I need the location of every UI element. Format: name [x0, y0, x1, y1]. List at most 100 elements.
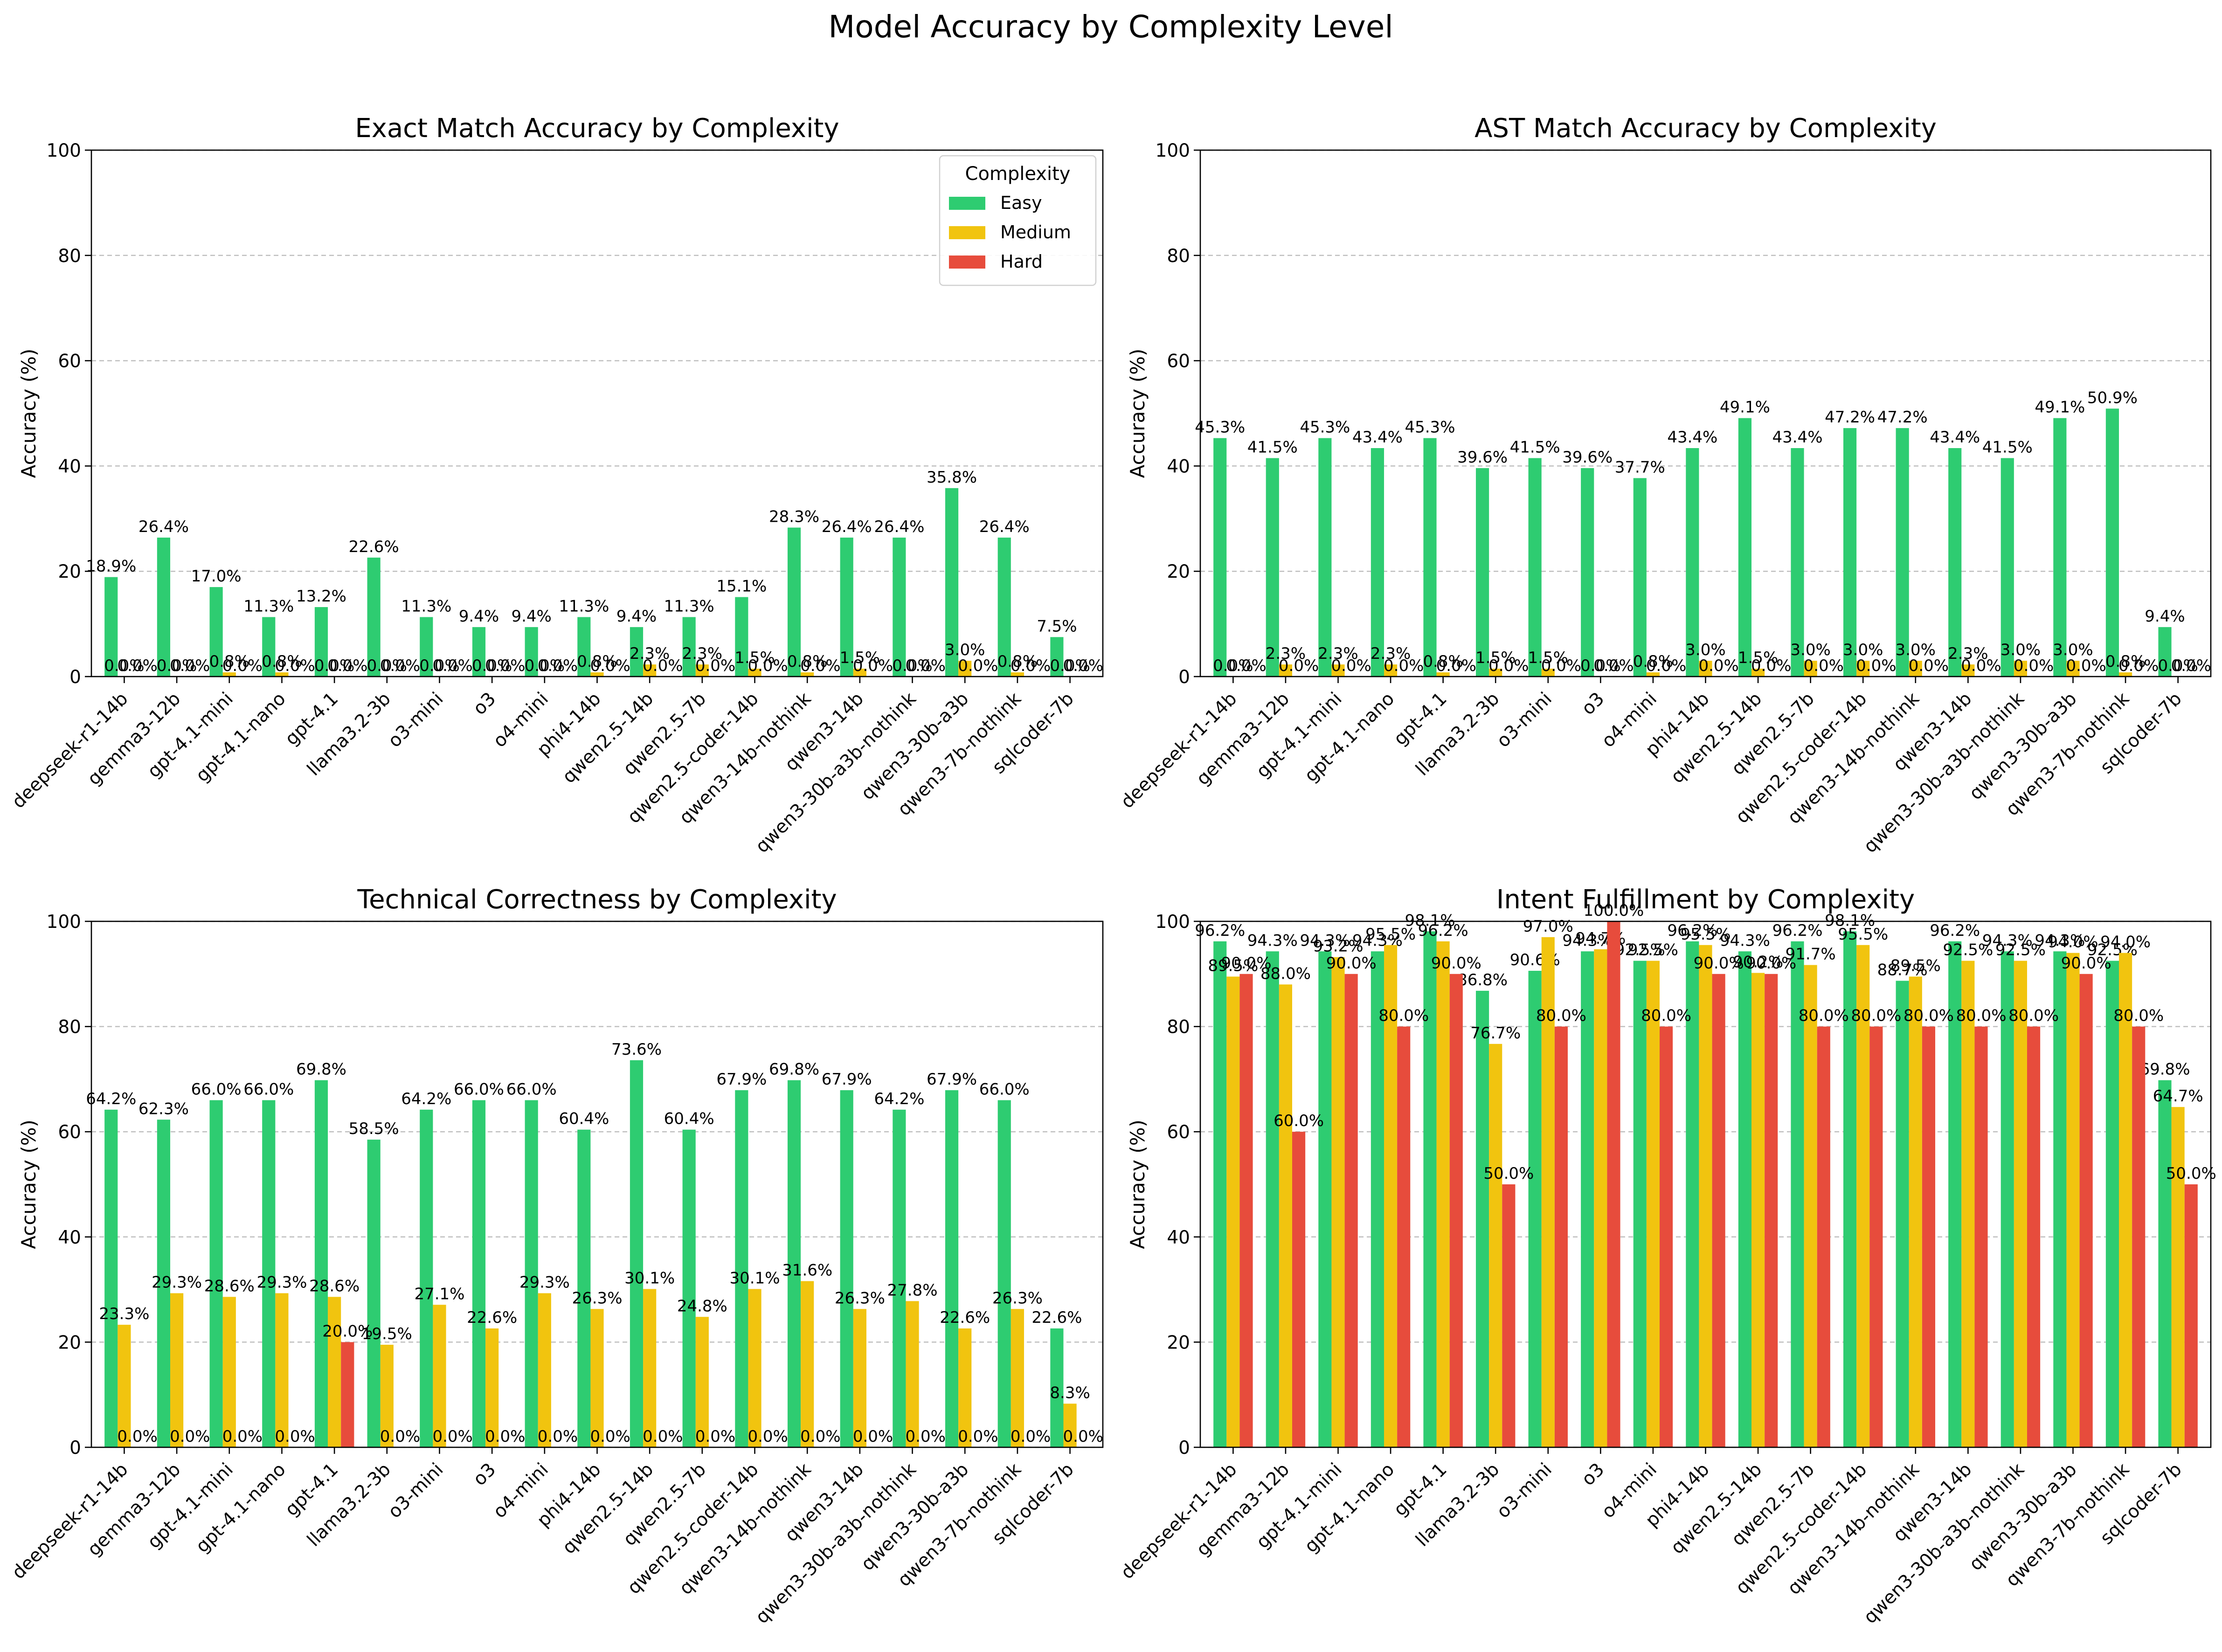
data-label: 0.8%	[2105, 652, 2146, 671]
data-label: 27.1%	[414, 1285, 464, 1303]
data-label: 50.0%	[2166, 1164, 2216, 1183]
data-label: 7.5%	[1037, 617, 1077, 636]
bar-easy	[1213, 438, 1227, 677]
y-tick-label: 80	[1167, 246, 1190, 267]
y-tick-label: 60	[58, 1122, 81, 1143]
data-label: 26.4%	[874, 518, 924, 536]
bar-easy	[735, 1090, 748, 1447]
bar-easy	[367, 1140, 381, 1447]
data-label: 0.0%	[525, 657, 565, 675]
bar-easy	[893, 537, 906, 677]
bar-medium	[1063, 1403, 1077, 1447]
bar-easy	[1050, 1328, 1064, 1447]
data-label: 22.6%	[940, 1308, 990, 1327]
data-label: 0.0%	[432, 657, 472, 675]
data-label: 90.0%	[1431, 954, 1481, 973]
data-label: 22.6%	[1031, 1308, 1082, 1327]
data-label: 26.3%	[835, 1289, 885, 1307]
data-label: 0.0%	[538, 1427, 578, 1446]
data-label: 0.0%	[643, 657, 683, 675]
data-label: 0.0%	[1593, 657, 1634, 675]
data-label: 66.0%	[191, 1080, 242, 1099]
data-label: 0.0%	[748, 657, 788, 675]
data-label: 0.0%	[958, 1427, 998, 1446]
data-label: 30.1%	[730, 1269, 780, 1287]
bar-easy	[2158, 627, 2172, 677]
data-label: 11.3%	[243, 597, 294, 615]
bar-easy	[1896, 981, 1909, 1447]
data-label: 64.7%	[2153, 1087, 2203, 1106]
data-label: 0.0%	[590, 657, 630, 675]
data-label: 29.3%	[256, 1273, 307, 1292]
data-label: 94.3%	[2035, 931, 2085, 950]
data-label: 66.0%	[243, 1080, 294, 1099]
data-label: 0.0%	[853, 1427, 893, 1446]
data-label: 80.0%	[1851, 1007, 1901, 1025]
y-tick-label: 100	[47, 912, 81, 933]
y-tick-label: 0	[69, 1438, 81, 1458]
bar-medium	[2014, 961, 2027, 1447]
data-label: 0.0%	[958, 657, 998, 675]
data-label: 0.8%	[997, 652, 1038, 671]
bar-easy	[2053, 951, 2067, 1447]
bar-medium	[1804, 661, 1817, 677]
data-label: 88.7%	[1877, 961, 1928, 979]
bar-medium	[1011, 672, 1024, 677]
data-label: 94.3%	[1247, 931, 1298, 950]
bar-easy	[787, 1080, 801, 1447]
data-label: 88.0%	[1260, 964, 1311, 983]
bar-easy	[1318, 951, 1332, 1447]
data-label: 0.0%	[380, 657, 420, 675]
legend-label-medium: Medium	[1000, 222, 1071, 242]
data-label: 22.6%	[349, 538, 399, 556]
bar-easy	[577, 1129, 591, 1447]
data-label: 17.0%	[191, 567, 242, 586]
data-label: 0.0%	[117, 657, 157, 675]
data-label: 0.8%	[577, 652, 617, 671]
bar-medium	[275, 672, 289, 677]
data-label: 0.0%	[1909, 657, 1949, 675]
data-label: 0.0%	[275, 1427, 315, 1446]
bar-easy	[1266, 951, 1279, 1447]
data-label: 3.0%	[1685, 641, 1725, 659]
bar-hard	[1397, 1026, 1411, 1447]
bar-easy	[157, 1120, 171, 1447]
bar-easy	[1423, 931, 1437, 1447]
data-label: 0.0%	[157, 657, 197, 675]
bar-easy	[997, 1100, 1011, 1447]
data-label: 73.6%	[611, 1040, 662, 1059]
bar-easy	[577, 617, 591, 677]
data-label: 3.0%	[1896, 641, 1936, 659]
bar-medium	[1699, 945, 1712, 1447]
bar-easy	[1476, 990, 1489, 1447]
y-tick-label: 60	[58, 351, 81, 372]
data-label: 94.3%	[1300, 931, 1350, 950]
bar-easy	[787, 527, 801, 677]
bar-easy	[1843, 428, 1857, 677]
bar-easy	[525, 1100, 538, 1447]
bar-easy	[1581, 468, 1594, 677]
data-label: 45.3%	[1195, 418, 1245, 437]
y-tick-label: 100	[1156, 912, 1190, 933]
bar-easy	[472, 1100, 486, 1447]
data-label: 29.3%	[519, 1273, 570, 1292]
bar-medium	[2171, 1107, 2185, 1447]
bar-medium	[748, 1289, 761, 1447]
data-label: 66.0%	[506, 1080, 557, 1099]
bar-easy	[314, 607, 328, 677]
data-label: 43.4%	[1772, 428, 1822, 447]
data-label: 26.3%	[992, 1289, 1043, 1307]
bar-medium	[485, 1328, 499, 1447]
data-label: 80.0%	[2113, 1007, 2164, 1025]
data-label: 0.0%	[1698, 657, 1738, 675]
y-tick-label: 40	[58, 1227, 81, 1248]
data-label: 0.0%	[695, 657, 735, 675]
bar-medium	[590, 1309, 604, 1447]
data-label: 49.1%	[2035, 398, 2085, 417]
y-tick-label: 100	[47, 140, 81, 161]
bar-easy	[420, 617, 433, 677]
data-label: 0.0%	[1541, 657, 1581, 675]
data-label: 28.3%	[769, 507, 819, 526]
data-label: 26.4%	[822, 518, 872, 536]
bar-medium	[2066, 661, 2080, 677]
